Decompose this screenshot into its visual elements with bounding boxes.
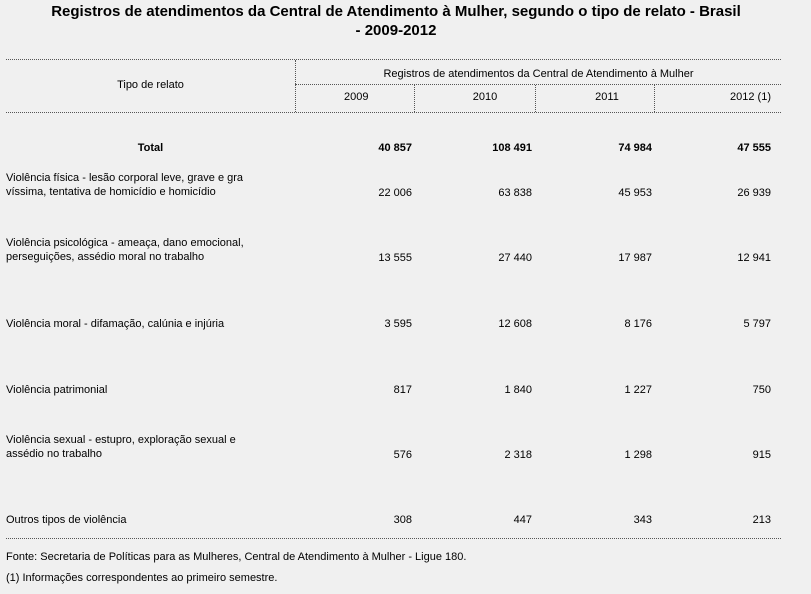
cell: 817 <box>393 384 412 396</box>
cell: 1 227 <box>624 384 652 396</box>
row-label: Violência moral - difamação, calúnia e i… <box>6 318 225 330</box>
row-label-cont: assédio no trabalho <box>6 448 103 460</box>
year-separator-1 <box>414 85 415 112</box>
cell: 915 <box>752 449 771 461</box>
cell: 2 318 <box>504 449 532 461</box>
cell: 5 797 <box>743 318 771 330</box>
cell: 8 176 <box>624 318 652 330</box>
stub-separator <box>295 60 296 112</box>
cell: 576 <box>393 449 412 461</box>
cell: 343 <box>633 514 652 526</box>
group-header: Registros de atendimentos da Central de … <box>383 68 694 80</box>
total-2012: 47 555 <box>737 142 771 154</box>
year-header-2010: 2010 <box>472 91 498 103</box>
year-header-2012: 2012 (1) <box>730 91 771 103</box>
cell: 22 006 <box>378 187 412 199</box>
row-label-cont: perseguições, assédio moral no trabalho <box>6 251 205 263</box>
row-label: Violência sexual - estupro, exploração s… <box>6 434 236 446</box>
total-label: Total <box>137 142 164 154</box>
year-header-2011: 2011 <box>595 91 619 103</box>
cell: 13 555 <box>378 252 412 264</box>
cell: 12 608 <box>498 318 532 330</box>
cell: 27 440 <box>498 252 532 264</box>
row-label: Violência psicológica - ameaça, dano emo… <box>6 237 244 249</box>
cell: 3 595 <box>384 318 412 330</box>
cell: 447 <box>513 514 532 526</box>
source-note: Fonte: Secretaria de Políticas para as M… <box>6 551 467 563</box>
cell: 213 <box>752 514 771 526</box>
title-line-2: - 2009-2012 <box>355 22 437 39</box>
year-separator-2 <box>535 85 536 112</box>
year-header-2009: 2009 <box>344 91 369 103</box>
header-bottom-rule <box>6 112 781 113</box>
cell: 1 840 <box>504 384 532 396</box>
total-2010: 108 491 <box>492 142 532 154</box>
cell: 17 987 <box>618 252 652 264</box>
row-label: Violência patrimonial <box>6 384 108 396</box>
total-2009: 40 857 <box>378 142 412 154</box>
footnote-1: (1) Informações correspondentes ao prime… <box>6 572 278 584</box>
year-separator-3 <box>654 85 655 112</box>
title-line-1: Registros de atendimentos da Central de … <box>51 3 741 20</box>
row-label-cont: víssima, tentativa de homicídio e homicí… <box>6 186 216 198</box>
cell: 750 <box>752 384 771 396</box>
total-2011: 74 984 <box>618 142 652 154</box>
cell: 12 941 <box>737 252 771 264</box>
stub-header: Tipo de relato <box>117 79 184 91</box>
row-label: Violência física - lesão corporal leve, … <box>6 172 244 184</box>
table-top-rule <box>6 59 781 60</box>
table-bottom-rule <box>6 538 781 539</box>
page-title: Registros de atendimentos da Central de … <box>6 2 786 40</box>
cell: 63 838 <box>498 187 532 199</box>
header-mid-rule <box>295 84 781 85</box>
cell: 1 298 <box>624 449 652 461</box>
cell: 26 939 <box>737 187 771 199</box>
cell: 45 953 <box>618 187 652 199</box>
cell: 308 <box>393 514 412 526</box>
row-label: Outros tipos de violência <box>6 514 127 526</box>
